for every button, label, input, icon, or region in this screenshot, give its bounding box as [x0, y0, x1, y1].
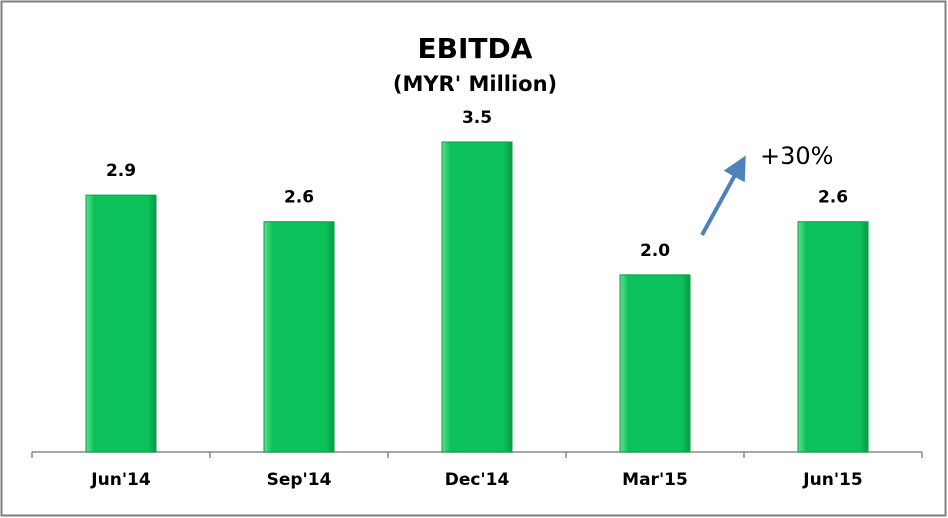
chart-title: EBITDA [418, 32, 533, 65]
bar [263, 221, 335, 453]
x-tick-label: Jun'15 [802, 470, 862, 490]
trend-arrow [700, 155, 746, 236]
value-label: 2.6 [818, 188, 848, 208]
bar [619, 274, 691, 453]
value-label: 3.5 [462, 108, 492, 128]
bar [441, 141, 513, 453]
value-label: 2.0 [640, 241, 670, 261]
bar [797, 221, 869, 453]
value-label: 2.9 [106, 161, 136, 181]
chart-subtitle: (MYR' Million) [393, 72, 557, 96]
value-label: 2.6 [284, 188, 314, 208]
x-tick-label: Mar'15 [622, 470, 688, 490]
x-tick-label: Sep'14 [267, 470, 332, 490]
x-tick-label: Dec'14 [445, 470, 510, 490]
annotation: +30% [760, 142, 833, 170]
x-tick-label: Jun'14 [90, 470, 151, 490]
bar [85, 194, 157, 453]
